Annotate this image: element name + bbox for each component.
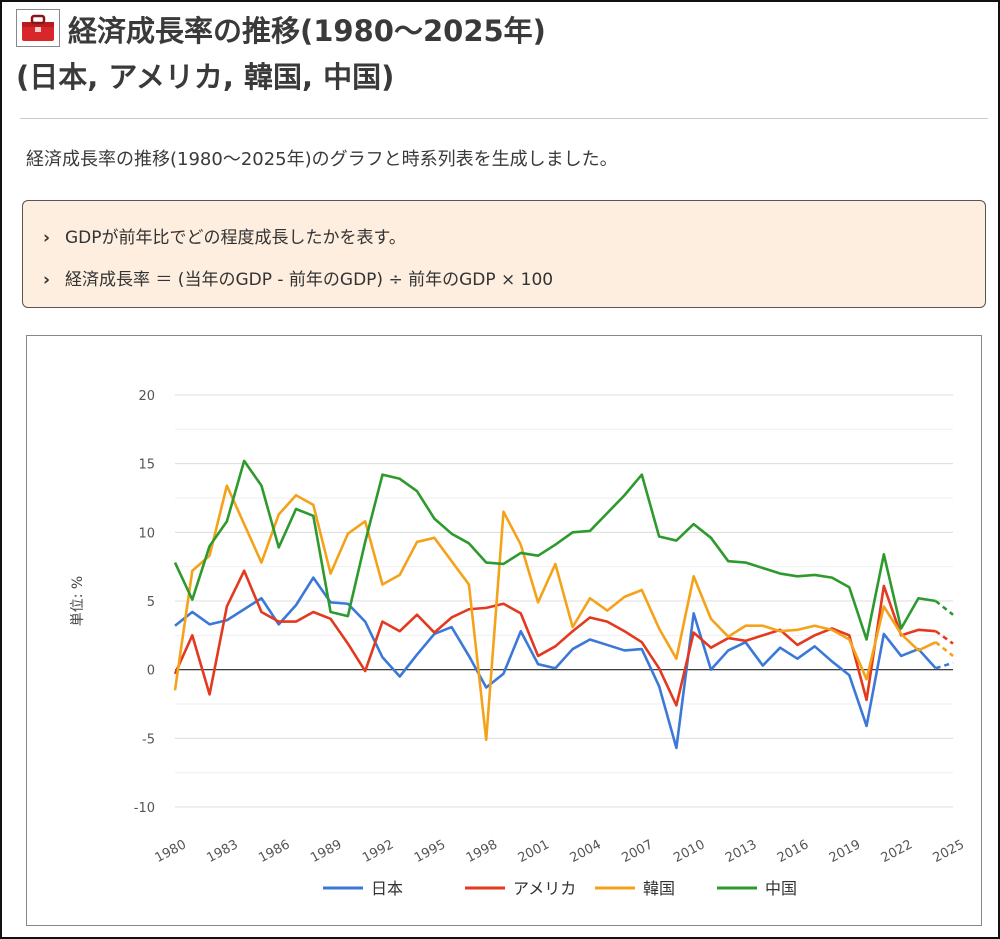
page-title-text-1: 経済成長率の推移(1980～2025年): [68, 14, 546, 48]
x-tick-label: 2016: [775, 837, 811, 866]
y-tick-label: 20: [138, 389, 155, 404]
legend-label: 中国: [765, 879, 797, 898]
series-line: [173, 459, 936, 641]
toolbox-icon: [16, 9, 60, 47]
y-tick-label: 5: [147, 595, 155, 610]
series-line: [174, 576, 937, 750]
series-line: [173, 569, 936, 707]
legend-label: 日本: [371, 879, 403, 898]
y-tick-label: 15: [138, 458, 155, 473]
note-box: › GDPが前年比でどの程度成長したかを表す。 › 経済成長率 ＝ (当年のGDP …: [22, 200, 986, 308]
series-forecast-line: [935, 661, 954, 670]
note-text: 経済成長率 ＝ (当年のGDP - 前年のGDP) ÷ 前年のGDP × 100: [65, 270, 554, 290]
y-tick-label: -5: [142, 732, 155, 747]
series-line: [173, 484, 937, 742]
legend-label: アメリカ: [513, 879, 576, 898]
series-forecast-line: [934, 630, 954, 645]
page-title-text-2: (日本, アメリカ, 韓国, 中国): [16, 60, 395, 94]
series-forecast-line: [934, 599, 954, 616]
page-title-line-1: 経済成長率の推移(1980～2025年): [16, 8, 988, 54]
x-tick-label: 2013: [723, 837, 759, 866]
series-layer: [173, 459, 954, 750]
x-tick-label: 2019: [827, 837, 863, 866]
x-tick-label: 2004: [568, 837, 604, 866]
x-tick-label: 1995: [412, 837, 448, 866]
x-tick-label: 1980: [153, 837, 189, 866]
chart-frame: 20 15 10 5 0 -5 -10 1980 1983 1986 1989 1992 1995 199…: [26, 335, 982, 926]
legend-layer: 日本 アメリカ 韓国 中国: [323, 879, 797, 898]
y-tick-label: 10: [138, 526, 155, 541]
x-tick-label: 1983: [204, 837, 240, 866]
x-tick-label: 2022: [879, 837, 915, 866]
chevron-right-icon: ›: [43, 270, 51, 290]
x-tick-label: 1989: [308, 837, 344, 866]
x-tick-label: 2001: [516, 837, 552, 866]
note-item: › 経済成長率 ＝ (当年のGDP - 前年のGDP) ÷ 前年のGDP × 10…: [43, 265, 553, 290]
note-text: GDPが前年比でどの程度成長したかを表す。: [65, 228, 406, 248]
x-tick-label: 1992: [360, 837, 396, 866]
y-axis-title: 単位: %: [70, 576, 86, 626]
line-chart: 20 15 10 5 0 -5 -10 1980 1983 1986 1989 1992 1995 199…: [70, 389, 967, 898]
divider: [20, 118, 988, 119]
y-tick-label: -10: [134, 801, 155, 816]
intro-text: 経済成長率の推移(1980～2025年)のグラフと時系列表を生成しました。: [26, 149, 618, 170]
x-tick-label: 2025: [931, 837, 967, 866]
y-tick-label: 0: [147, 664, 155, 679]
page-title: 経済成長率の推移(1980～2025年) (日本, アメリカ, 韓国, 中国): [16, 8, 988, 100]
note-item: › GDPが前年比でどの程度成長したかを表す。: [43, 223, 406, 248]
x-tick-label: 1986: [256, 837, 292, 866]
x-tick-label: 2010: [671, 837, 707, 866]
x-tick-label: 1998: [464, 837, 500, 866]
series-forecast-line: [934, 641, 954, 657]
x-tick-label: 2007: [619, 837, 655, 866]
grid-layer: [175, 394, 953, 808]
chevron-right-icon: ›: [43, 228, 51, 248]
legend-label: 韓国: [643, 879, 675, 898]
